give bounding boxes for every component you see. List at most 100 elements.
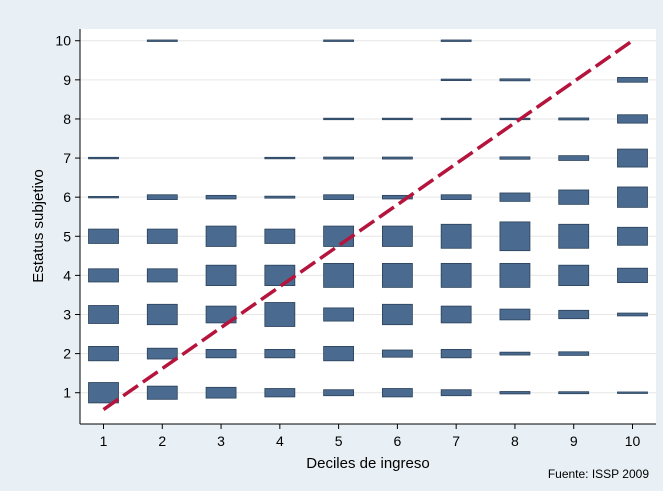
y-tick-label-10: 10 <box>55 33 71 49</box>
x-tick-label-10: 10 <box>625 433 641 449</box>
marker-x8-y4 <box>499 262 531 288</box>
marker-x1-y1 <box>88 382 119 404</box>
marker-x7-y8 <box>440 117 472 121</box>
marker-x4-y4 <box>264 264 296 286</box>
source-note: Fuente: ISSP 2009 <box>548 467 650 481</box>
marker-x5-y10 <box>323 39 355 42</box>
marker-x1-y6 <box>88 196 119 199</box>
reference-line <box>102 39 634 411</box>
marker-x9-y1 <box>558 391 590 395</box>
marker-x10-y7 <box>617 148 648 168</box>
marker-x3-y3 <box>205 305 237 324</box>
marker-x2-y1 <box>146 385 178 400</box>
x-tick-label-6: 6 <box>393 433 401 449</box>
x-tick-label-3: 3 <box>217 433 225 449</box>
marker-x5-y7 <box>323 156 355 160</box>
marker-x5-y2 <box>323 346 355 362</box>
marker-x6-y3 <box>381 303 413 326</box>
marker-x8-y8 <box>499 117 531 121</box>
marker-x6-y2 <box>381 349 413 358</box>
marker-x9-y4 <box>558 264 590 286</box>
marker-x10-y5 <box>617 226 648 246</box>
x-tick-label-8: 8 <box>511 433 519 449</box>
marker-x9-y3 <box>558 309 590 320</box>
marker-x9-y6 <box>558 189 590 205</box>
marker-x7-y3 <box>440 305 472 324</box>
marker-x2-y2 <box>146 347 178 360</box>
marker-x3-y1 <box>205 386 237 399</box>
marker-x8-y6 <box>499 192 531 202</box>
x-ticks: 1 2 3 4 5 6 7 8 9 10 <box>100 424 641 449</box>
marker-x4-y2 <box>264 349 296 359</box>
marker-x10-y3 <box>617 312 648 317</box>
marker-x8-y2 <box>499 351 531 356</box>
marker-x10-y4 <box>617 267 648 283</box>
marker-x6-y4 <box>381 262 413 288</box>
marker-x10-y9 <box>617 77 648 83</box>
marker-x3-y4 <box>205 264 237 286</box>
marker-x2-y10 <box>146 39 178 42</box>
marker-x10-y1 <box>617 391 648 394</box>
y-tick-label-2: 2 <box>63 346 71 362</box>
marker-x4-y1 <box>264 388 296 398</box>
marker-x1-y3 <box>88 305 119 324</box>
marker-x10-y8 <box>617 114 648 124</box>
marker-x1-y2 <box>88 346 119 362</box>
marker-x4-y7 <box>264 156 296 160</box>
y-tick-label-5: 5 <box>63 228 71 244</box>
marker-x9-y8 <box>558 117 590 121</box>
marker-x8-y5 <box>499 221 531 252</box>
marker-x3-y6 <box>205 194 237 200</box>
marker-x7-y5 <box>440 223 472 249</box>
marker-x4-y3 <box>264 302 296 327</box>
marker-x2-y6 <box>146 194 178 200</box>
marker-x6-y1 <box>381 388 413 398</box>
marker-x9-y5 <box>558 223 590 249</box>
marker-x6-y5 <box>381 225 413 247</box>
reference-line-layer <box>102 39 634 411</box>
x-tick-label-9: 9 <box>570 433 578 449</box>
marker-x7-y4 <box>440 262 472 288</box>
marker-x8-y3 <box>499 308 531 321</box>
x-tick-label-4: 4 <box>276 433 284 449</box>
markers <box>88 39 648 404</box>
x-tick-label-1: 1 <box>100 433 108 449</box>
y-axis-title: Estatus subjetivo <box>30 169 47 282</box>
y-tick-label-9: 9 <box>63 72 71 88</box>
x-tick-label-2: 2 <box>158 433 166 449</box>
y-tick-label-1: 1 <box>63 385 71 401</box>
marker-x1-y4 <box>88 268 119 283</box>
marker-x1-y5 <box>88 228 119 244</box>
marker-x9-y7 <box>558 155 590 161</box>
marker-x3-y5 <box>205 225 237 247</box>
marker-x5-y6 <box>323 194 355 200</box>
marker-x8-y9 <box>499 78 531 82</box>
marker-x10-y6 <box>617 186 648 208</box>
marker-x7-y1 <box>440 389 472 397</box>
y-tick-label-4: 4 <box>63 267 71 283</box>
marker-x2-y5 <box>146 228 178 244</box>
y-tick-label-6: 6 <box>63 189 71 205</box>
x-axis-title: Deciles de ingreso <box>306 455 429 472</box>
marker-x2-y3 <box>146 303 178 326</box>
marker-x1-y7 <box>88 156 119 160</box>
marker-x7-y2 <box>440 349 472 359</box>
marker-x5-y4 <box>323 262 355 288</box>
y-ticks: 1 2 3 4 5 6 7 8 9 10 <box>55 33 80 401</box>
marker-x4-y5 <box>264 228 296 244</box>
marker-x3-y2 <box>205 349 237 359</box>
marker-x4-y6 <box>264 195 296 199</box>
marker-x7-y10 <box>440 39 472 42</box>
marker-x9-y2 <box>558 351 590 356</box>
x-tick-label-7: 7 <box>452 433 460 449</box>
marker-x5-y3 <box>323 307 355 322</box>
marker-x8-y7 <box>499 156 531 160</box>
marker-x7-y9 <box>440 78 472 81</box>
marker-x5-y8 <box>323 117 355 121</box>
marker-x6-y8 <box>381 117 413 121</box>
marker-x5-y1 <box>323 389 355 397</box>
marker-x6-y6 <box>381 194 413 200</box>
marker-x8-y1 <box>499 391 531 395</box>
marker-x2-y4 <box>146 268 178 283</box>
